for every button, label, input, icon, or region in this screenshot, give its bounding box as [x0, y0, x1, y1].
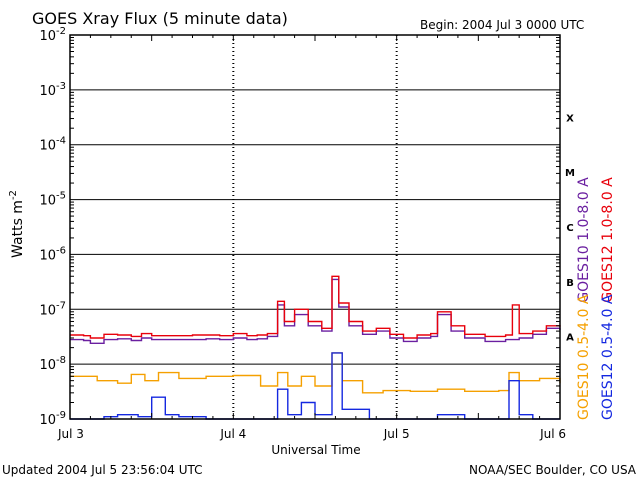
x-tick-label: Jul 6: [539, 427, 566, 441]
y-tick-label: 10-3: [39, 81, 66, 99]
begin-time-label: Begin: 2004 Jul 3 0000 UTC: [420, 18, 584, 32]
grid-layer: [70, 34, 560, 420]
updated-timestamp: Updated 2004 Jul 5 23:56:04 UTC: [2, 463, 202, 477]
y-tick-label: 10-6: [39, 245, 66, 263]
y-tick-label: 10-4: [39, 136, 66, 154]
chart-title: GOES Xray Flux (5 minute data): [32, 9, 288, 28]
credit-label: NOAA/SEC Boulder, CO USA: [469, 463, 637, 477]
flare-class-label: C: [566, 223, 573, 234]
legend-goes10-short: GOES10 0.5-4.0 A: [576, 294, 592, 420]
flare-class-label: A: [566, 333, 574, 344]
legend-goes12-long: GOES12 1.0-8.0 A: [600, 177, 616, 303]
flare-class-label: B: [566, 278, 574, 289]
y-tick-label: 10-5: [39, 191, 66, 209]
x-axis-label: Universal Time: [271, 443, 360, 457]
flare-class-label: X: [566, 113, 574, 124]
legend-goes12-short: GOES12 0.5-4.0 A: [600, 294, 616, 420]
y-axis-label: Watts m-2: [8, 190, 26, 258]
y-tick-label: 10-7: [39, 300, 66, 318]
flare-class-label: M: [565, 168, 575, 179]
y-tick-label: 10-9: [39, 410, 66, 428]
y-tick-label: 10-8: [39, 355, 66, 373]
x-tick-label: Jul 5: [383, 427, 410, 441]
y-tick-label: 10-2: [39, 26, 66, 44]
legend-goes10-long: GOES10 1.0-8.0 A: [576, 177, 592, 303]
series-layer: [70, 275, 561, 420]
series-line-2: [70, 352, 561, 394]
x-tick-label: Jul 4: [219, 427, 246, 441]
plot-frame: [69, 34, 561, 420]
series-line-1: [70, 275, 561, 339]
x-tick-label: Jul 3: [57, 427, 84, 441]
